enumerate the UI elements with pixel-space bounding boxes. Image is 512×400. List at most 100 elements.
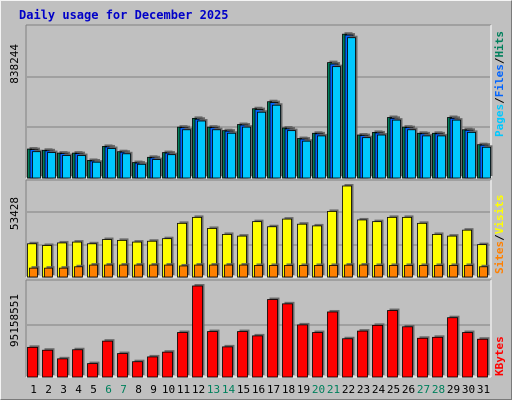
bar-kbytes-9: [147, 356, 158, 378]
x-tick-label-8: 8: [135, 383, 142, 396]
bar-kbytes-21: [327, 311, 338, 378]
bar-kbytes-5: [87, 363, 98, 378]
bar-kbytes-3: [57, 358, 68, 378]
bar-pages-29: [452, 119, 461, 179]
bar-pages-10: [167, 154, 176, 179]
bar-pages-25: [392, 119, 401, 179]
bar-pages-11: [182, 129, 191, 179]
chart-title: Daily usage for December 2025: [19, 8, 229, 22]
x-tick-label-5: 5: [90, 383, 97, 396]
bar-kbytes-19: [297, 324, 308, 378]
x-tick-label-25: 25: [387, 383, 400, 396]
bar-pages-3: [62, 155, 71, 179]
x-tick-label-31: 31: [477, 383, 490, 396]
bar-sites-14: [224, 264, 233, 278]
bar-sites-18: [284, 265, 293, 278]
bar-kbytes-27: [417, 337, 428, 378]
bar-sites-31: [479, 266, 488, 278]
x-tick-label-3: 3: [60, 383, 67, 396]
x-tick-label-6: 6: [105, 383, 112, 396]
x-tick-label-17: 17: [267, 383, 280, 396]
bar-kbytes-10: [162, 351, 173, 378]
x-tick-label-4: 4: [75, 383, 82, 396]
legend-kbytes: KBytes: [493, 336, 506, 376]
bar-kbytes-13: [207, 331, 218, 378]
x-tick-label-19: 19: [297, 383, 310, 396]
bar-sites-2: [44, 267, 53, 278]
legend-item-kbytes: KBytes: [493, 336, 506, 376]
bar-pages-16: [257, 111, 266, 179]
x-tick-label-10: 10: [162, 383, 175, 396]
bar-sites-29: [449, 265, 458, 278]
bar-pages-7: [122, 153, 131, 179]
bar-pages-26: [407, 129, 416, 179]
bar-kbytes-16: [252, 335, 263, 378]
x-tick-label-21: 21: [327, 383, 340, 396]
bar-sites-13: [209, 264, 218, 278]
bar-kbytes-23: [357, 330, 368, 378]
bar-sites-28: [434, 265, 443, 278]
bar-kbytes-6: [102, 340, 113, 378]
bar-kbytes-2: [42, 349, 53, 378]
scale-label-kbytes: 95158551: [8, 294, 21, 347]
bar-sites-1: [29, 267, 38, 278]
x-tick-label-30: 30: [462, 383, 475, 396]
bar-pages-5: [92, 161, 101, 179]
bar-kbytes-24: [372, 324, 383, 378]
legend-item-visits: Visits: [493, 195, 506, 235]
x-tick-label-1: 1: [30, 383, 37, 396]
bar-sites-24: [374, 265, 383, 278]
legend-item-files: Files: [493, 64, 506, 97]
bar-pages-30: [467, 132, 476, 179]
bar-kbytes-31: [477, 338, 488, 378]
bar-sites-6: [104, 264, 113, 278]
legend-visits-sites: Sites/Visits: [493, 195, 506, 275]
bar-pages-21: [332, 66, 341, 179]
bar-pages-31: [482, 146, 491, 179]
bar-kbytes-28: [432, 336, 443, 378]
x-tick-label-28: 28: [432, 383, 445, 396]
bar-sites-20: [314, 265, 323, 278]
bar-kbytes-1: [27, 346, 38, 378]
bar-sites-3: [59, 267, 68, 278]
scale-label-hits-files-pages: 838244: [8, 44, 21, 84]
bar-sites-5: [89, 264, 98, 278]
legend-separator: /: [493, 97, 506, 104]
x-tick-label-29: 29: [447, 383, 460, 396]
bar-kbytes-4: [72, 349, 83, 378]
legend-item-sites: Sites: [493, 241, 506, 274]
bar-sites-8: [134, 264, 143, 278]
bar-kbytes-14: [222, 346, 233, 378]
legend-item-hits: Hits: [493, 31, 506, 58]
bar-sites-7: [119, 264, 128, 278]
bar-kbytes-17: [267, 299, 278, 378]
bar-pages-1: [32, 151, 41, 179]
x-tick-label-24: 24: [372, 383, 386, 396]
bar-kbytes-12: [192, 285, 203, 378]
bar-kbytes-15: [237, 331, 248, 378]
bar-sites-17: [269, 265, 278, 278]
bar-kbytes-22: [342, 338, 353, 378]
bar-pages-4: [77, 155, 86, 179]
bar-sites-27: [419, 265, 428, 278]
bar-pages-13: [212, 129, 221, 179]
bar-kbytes-8: [132, 361, 143, 378]
x-tick-label-20: 20: [312, 383, 325, 396]
bar-sites-4: [74, 266, 83, 278]
x-tick-label-11: 11: [177, 383, 190, 396]
bar-pages-17: [272, 104, 281, 179]
x-tick-label-12: 12: [192, 383, 205, 396]
bar-pages-22: [347, 37, 356, 179]
bar-sites-19: [299, 265, 308, 278]
x-tick-label-9: 9: [150, 383, 157, 396]
bar-pages-18: [287, 130, 296, 179]
bar-sites-10: [164, 264, 173, 278]
bar-pages-8: [137, 163, 146, 179]
bar-pages-2: [47, 152, 56, 179]
bar-sites-11: [179, 265, 188, 278]
bar-sites-12: [194, 264, 203, 278]
x-tick-label-26: 26: [402, 383, 415, 396]
bar-pages-23: [362, 137, 371, 179]
bar-sites-15: [239, 264, 248, 278]
bar-pages-12: [197, 120, 206, 179]
